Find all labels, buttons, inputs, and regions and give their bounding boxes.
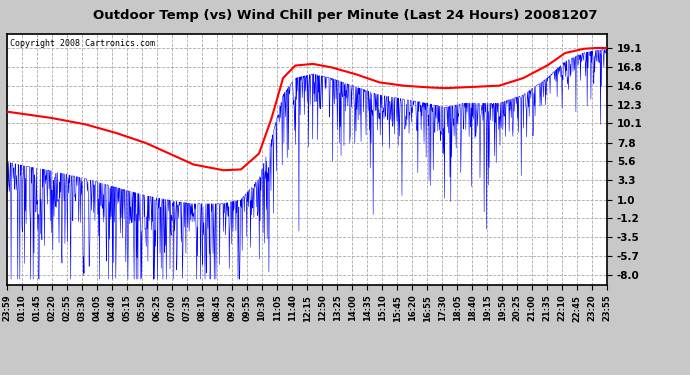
- Text: Outdoor Temp (vs) Wind Chill per Minute (Last 24 Hours) 20081207: Outdoor Temp (vs) Wind Chill per Minute …: [92, 9, 598, 22]
- Text: Copyright 2008 Cartronics.com: Copyright 2008 Cartronics.com: [10, 39, 155, 48]
